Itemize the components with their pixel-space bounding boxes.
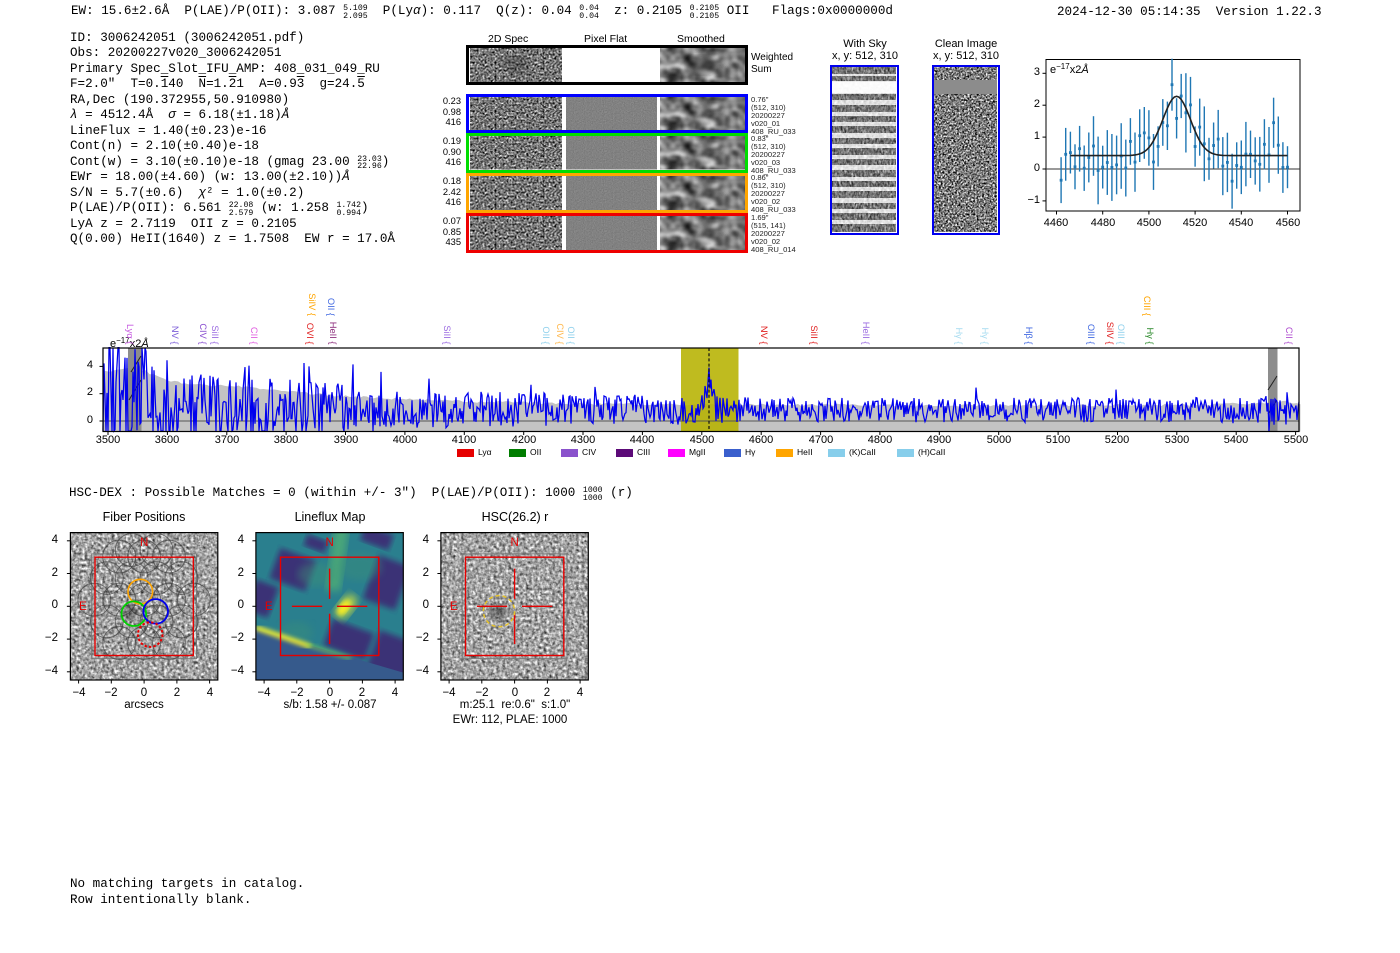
svg-text:CIV {: CIV {	[198, 323, 208, 344]
svg-text:OIII {: OIII {	[1116, 324, 1126, 345]
svg-text:Hγ {: Hγ {	[954, 327, 964, 344]
svg-text:SiII {: SiII {	[442, 325, 452, 344]
svg-text:Hγ {: Hγ {	[980, 327, 990, 344]
svg-text:NV {: NV {	[759, 326, 769, 345]
svg-text:N: N	[140, 537, 148, 549]
svg-text:N: N	[325, 537, 333, 549]
svg-text:Hγ {: Hγ {	[1145, 327, 1155, 344]
svg-text:E: E	[450, 601, 458, 613]
svg-text:OII {: OII {	[566, 326, 576, 344]
svg-text:CIV {: CIV {	[555, 323, 565, 344]
svg-text:SiIV {: SiIV {	[307, 293, 317, 316]
svg-text:NV {: NV {	[170, 326, 180, 345]
svg-text:E: E	[79, 601, 87, 613]
svg-text:Lyα {: Lyα {	[125, 324, 135, 345]
svg-text:E: E	[265, 601, 273, 613]
svg-text:Hβ {: Hβ {	[1024, 327, 1034, 345]
svg-text:CII {: CII {	[1284, 327, 1294, 345]
svg-text:OII {: OII {	[541, 326, 551, 344]
svg-text:SiIV {: SiIV {	[1105, 322, 1115, 345]
svg-text:SiII {: SiII {	[809, 325, 819, 344]
svg-text:CII {: CII {	[249, 327, 259, 345]
svg-text:CIII {: CIII {	[1142, 296, 1152, 316]
svg-text:SiII {: SiII {	[210, 325, 220, 344]
svg-text:OVI {: OVI {	[305, 323, 315, 345]
svg-text:HeII {: HeII {	[861, 322, 871, 345]
svg-text:OIII {: OIII {	[1086, 324, 1096, 345]
svg-text:HeII {: HeII {	[328, 322, 338, 345]
svg-text:OII {: OII {	[326, 298, 336, 316]
svg-text:N: N	[510, 537, 518, 549]
